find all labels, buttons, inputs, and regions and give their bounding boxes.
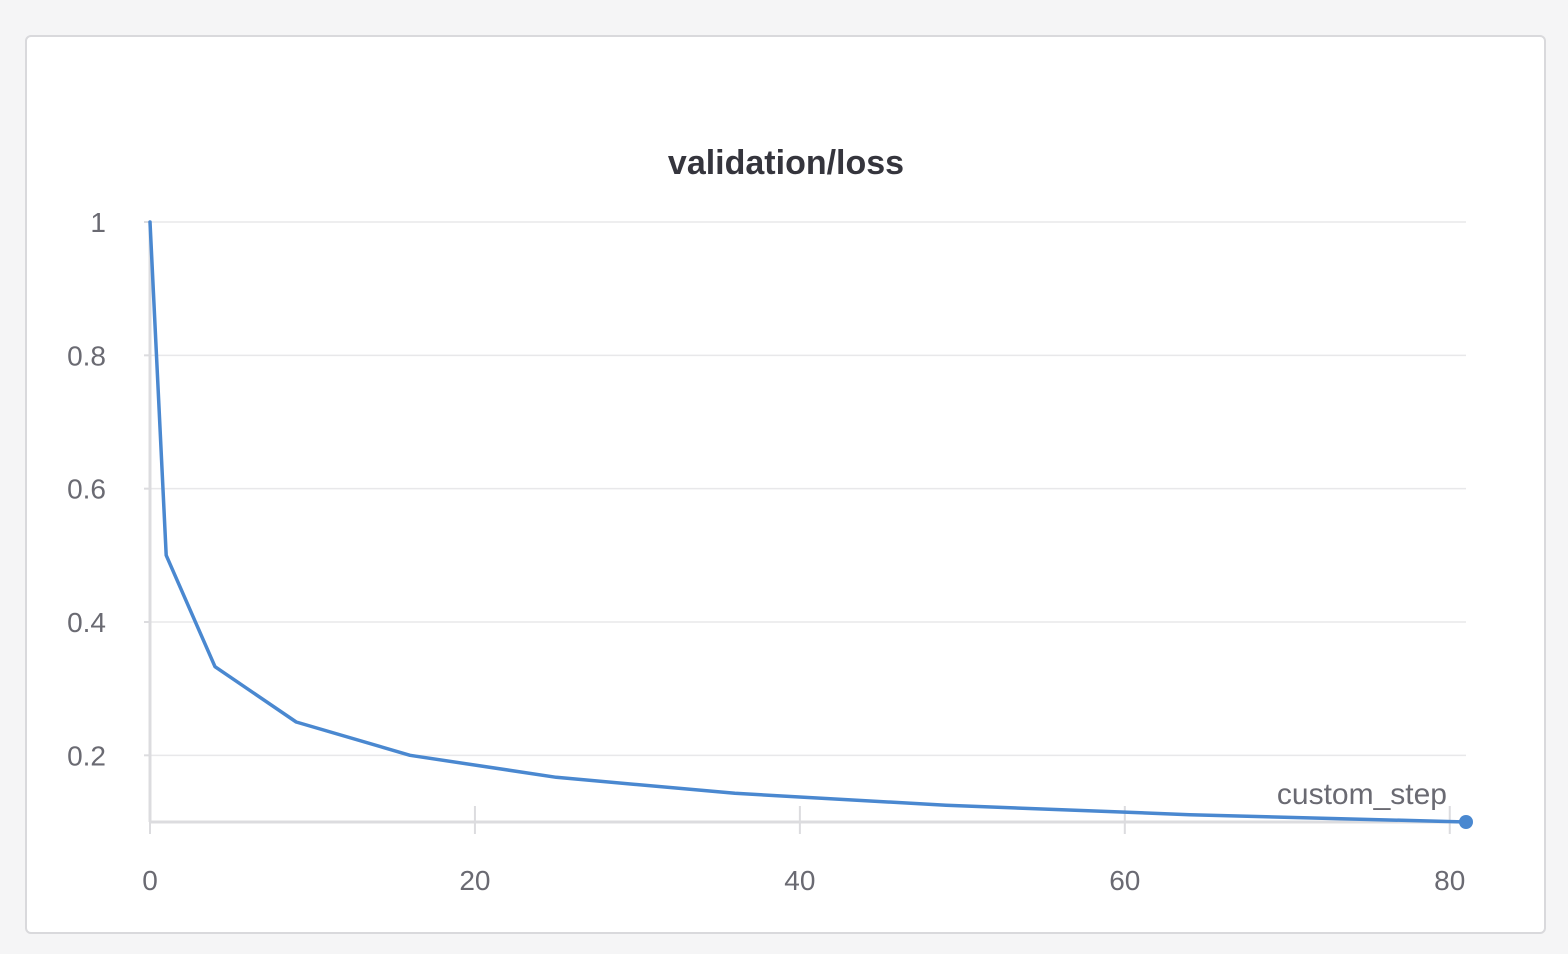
y-tick-label: 0.8	[67, 340, 106, 371]
x-axis-label: custom_step	[1277, 778, 1447, 811]
y-tick-label: 0.6	[67, 474, 106, 505]
axes	[144, 221, 1466, 834]
y-axis-ticks: 0.2 0.4 0.6 0.8 1	[67, 207, 106, 771]
y-tick-label: 0.2	[67, 740, 106, 771]
series-endpoint[interactable]	[1459, 815, 1473, 829]
series-layer	[148, 220, 1473, 829]
y-tick-label: 1	[90, 207, 106, 238]
x-tick-label: 0	[142, 865, 158, 896]
x-axis-ticks: 0 20 40 60 80	[142, 865, 1465, 896]
chart-panel	[25, 35, 1546, 934]
y-tick-label: 0.4	[67, 607, 106, 638]
x-tick-label: 80	[1434, 865, 1465, 896]
x-tick-label: 60	[1109, 865, 1140, 896]
grid-lines	[150, 221, 1466, 757]
x-tick-label: 40	[784, 865, 815, 896]
chart-title: validation/loss	[668, 144, 904, 182]
x-tick-label: 20	[459, 865, 490, 896]
series-line	[148, 220, 1468, 824]
